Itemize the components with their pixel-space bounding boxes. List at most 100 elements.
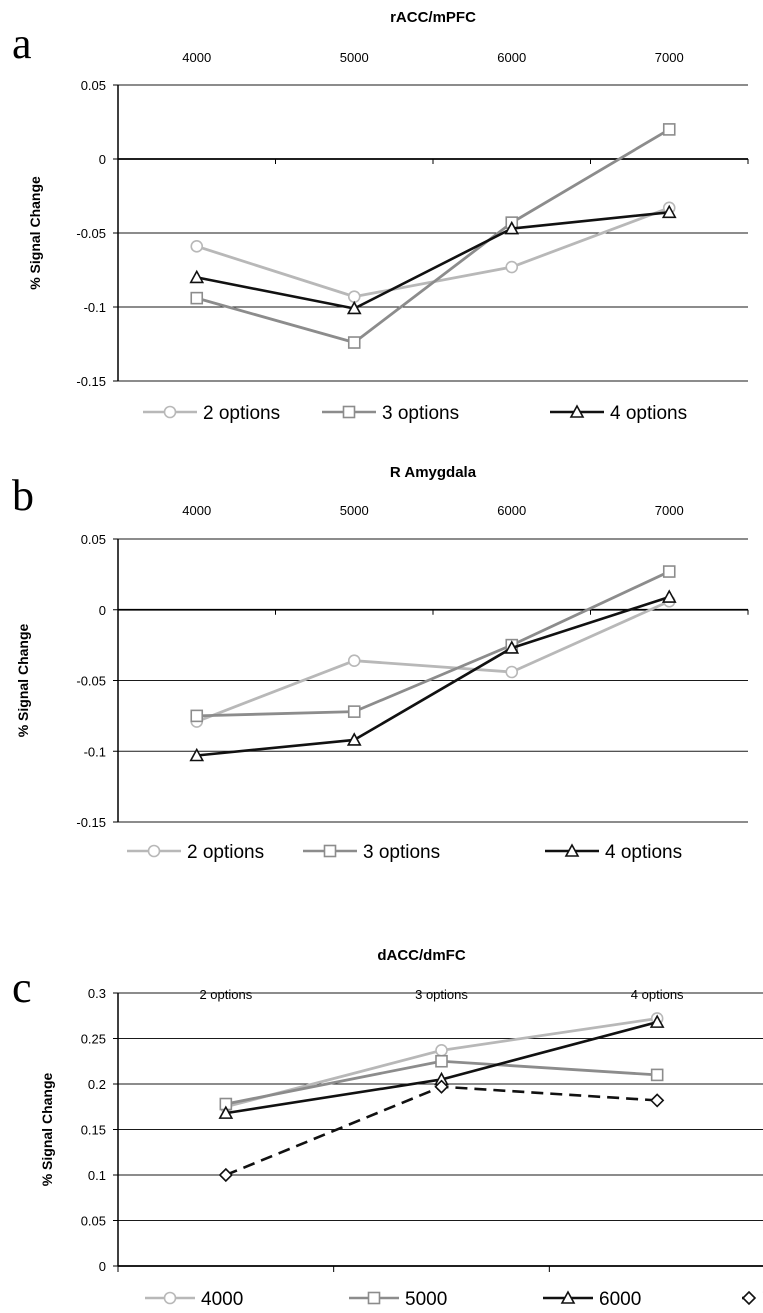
x-tick-label: 6000 bbox=[497, 50, 526, 65]
data-point bbox=[189, 747, 205, 762]
x-tick-label: 6000 bbox=[497, 503, 526, 518]
legend-marker bbox=[560, 1290, 576, 1304]
series-1 bbox=[190, 123, 676, 349]
legend-marker bbox=[367, 1291, 381, 1305]
data-point bbox=[505, 260, 519, 274]
series-line bbox=[196, 128, 670, 344]
data-point bbox=[504, 220, 520, 235]
data-point bbox=[347, 705, 361, 718]
data-point bbox=[347, 336, 361, 349]
x-tick-label: 4 options bbox=[631, 987, 684, 1002]
y-tick-label: -0.05 bbox=[76, 226, 106, 241]
legend-marker bbox=[147, 844, 161, 858]
data-point bbox=[347, 654, 361, 667]
series-0 bbox=[190, 594, 676, 728]
y-tick-label: 0.05 bbox=[81, 532, 106, 547]
data-point bbox=[346, 300, 362, 315]
series-line bbox=[225, 1085, 658, 1177]
panel-letter: c bbox=[12, 963, 32, 1012]
y-tick-label: 0.05 bbox=[81, 78, 106, 93]
legend: 2 options 3 options 4 options bbox=[127, 842, 682, 863]
legend-label: 3 options bbox=[382, 403, 459, 424]
chart-panel-b: b R Amygdala 0.05 0 -0.05 -0.1 -0.15 4000 5000 60… bbox=[12, 464, 749, 863]
data-point bbox=[662, 123, 676, 136]
legend-marker bbox=[569, 404, 585, 418]
legend-marker bbox=[323, 844, 337, 858]
data-point bbox=[505, 665, 519, 679]
data-point bbox=[649, 1014, 665, 1028]
y-tick-label: 0.3 bbox=[88, 986, 106, 1001]
y-tick-label: -0.1 bbox=[84, 744, 106, 759]
y-tick-label: -0.1 bbox=[84, 300, 106, 315]
y-tick-label: 0 bbox=[99, 603, 106, 618]
series-2 bbox=[189, 204, 677, 315]
y-tick-label: 0.05 bbox=[81, 1214, 106, 1229]
legend-marker bbox=[741, 1290, 757, 1306]
y-tick-label: -0.15 bbox=[76, 815, 106, 830]
legend-label: 4 options bbox=[605, 842, 682, 863]
series-2 bbox=[218, 1014, 665, 1119]
chart-panel-a: a rACC/mPFC 0.05 0 -0.05 -0.1 -0.15 4000 5000 600… bbox=[12, 9, 749, 424]
data-point bbox=[346, 732, 362, 746]
data-point bbox=[218, 1105, 234, 1119]
y-tick-label: 0.1 bbox=[88, 1168, 106, 1183]
legend-label: 6000 bbox=[599, 1289, 641, 1310]
y-tick-label: 0.2 bbox=[88, 1077, 106, 1092]
data-point bbox=[190, 709, 204, 723]
x-tick-label: 4000 bbox=[182, 50, 211, 65]
x-tick-label: 3 options bbox=[415, 987, 468, 1002]
x-tick-label: 4000 bbox=[182, 503, 211, 518]
y-tick-label: -0.15 bbox=[76, 374, 106, 389]
series-line bbox=[196, 570, 670, 718]
data-point bbox=[435, 1054, 448, 1068]
legend-label: 4 options bbox=[610, 403, 687, 424]
x-tick-label: 7000 bbox=[655, 503, 684, 518]
panel-letter: a bbox=[12, 19, 32, 68]
series-2 bbox=[189, 589, 677, 762]
y-tick-label: -0.05 bbox=[76, 674, 106, 689]
legend-label: 2 options bbox=[187, 842, 264, 863]
chart-title: rACC/mPFC bbox=[390, 9, 476, 26]
legend-marker bbox=[342, 405, 356, 419]
legend-label: 2 options bbox=[203, 403, 280, 424]
x-tick-label: 7000 bbox=[655, 50, 684, 65]
data-point bbox=[434, 1079, 449, 1094]
data-point bbox=[504, 640, 520, 654]
data-point bbox=[661, 204, 677, 219]
y-axis-label: % Signal Change bbox=[39, 1073, 55, 1187]
y-axis-label: % Signal Change bbox=[27, 176, 43, 290]
data-point bbox=[347, 290, 361, 303]
data-point bbox=[650, 1068, 664, 1082]
data-point bbox=[190, 240, 204, 253]
data-point bbox=[662, 565, 676, 578]
x-tick-label: 5000 bbox=[340, 503, 369, 518]
data-point bbox=[218, 1167, 233, 1183]
series-0 bbox=[190, 201, 676, 303]
series-line bbox=[225, 1020, 658, 1115]
series-1 bbox=[219, 1054, 664, 1111]
legend-marker bbox=[163, 405, 177, 419]
series-1 bbox=[190, 565, 676, 723]
chart-panel-c: c dACC/dmFC 0.3 0.25 0.2 0.15 0.1 0.05 0 2 option… bbox=[12, 947, 763, 1310]
series-line bbox=[196, 599, 670, 723]
data-point bbox=[190, 291, 204, 305]
series-line bbox=[196, 595, 670, 757]
data-point bbox=[435, 1044, 448, 1057]
legend-label: 3 options bbox=[363, 842, 440, 863]
y-tick-label: 0.25 bbox=[81, 1032, 106, 1047]
chart-title: R Amygdala bbox=[390, 464, 477, 481]
legend: 2 options 3 options 4 options bbox=[143, 403, 687, 424]
legend-marker bbox=[564, 843, 580, 857]
panel-letter: b bbox=[12, 471, 34, 520]
series-line bbox=[196, 210, 670, 310]
legend-label: 5000 bbox=[405, 1289, 447, 1310]
legend-label: 4000 bbox=[201, 1289, 243, 1310]
y-tick-label: 0 bbox=[99, 152, 106, 167]
y-tick-label: 0 bbox=[99, 1259, 106, 1274]
x-tick-label: 2 options bbox=[199, 987, 252, 1002]
y-axis-label: % Signal Change bbox=[15, 624, 31, 738]
series-3 bbox=[218, 1079, 665, 1183]
x-tick-label: 5000 bbox=[340, 50, 369, 65]
y-tick-label: 0.15 bbox=[81, 1123, 106, 1138]
